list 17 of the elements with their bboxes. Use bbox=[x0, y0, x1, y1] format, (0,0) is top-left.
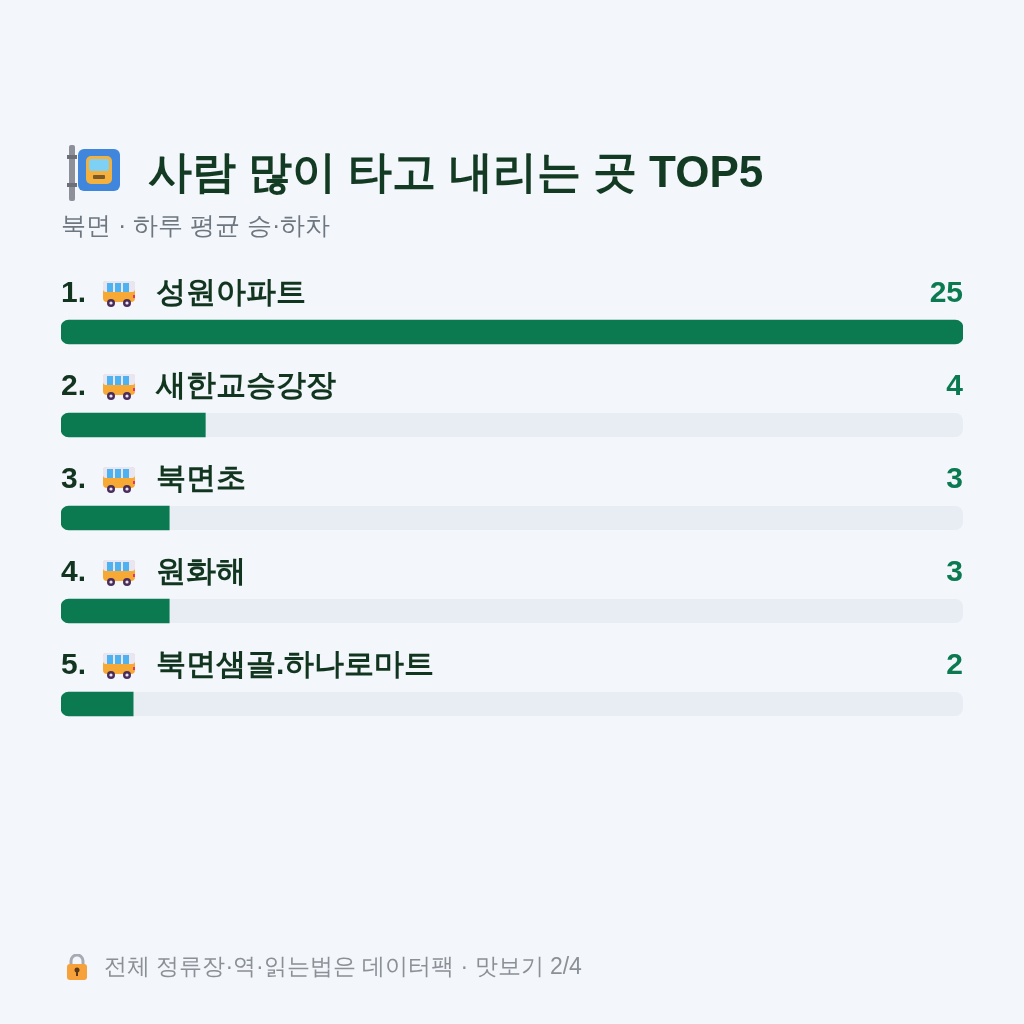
data-label: 3 bbox=[946, 554, 963, 588]
text: 전체 정류장·역·읽는법은 데이터팩 · 맛보기 2/4 bbox=[104, 952, 582, 981]
bar bbox=[61, 598, 170, 624]
category-label: 3. 북면초 bbox=[61, 461, 247, 495]
data-label: 4 bbox=[946, 368, 964, 402]
category-label: 5. 북면샘골.하나로마트 bbox=[61, 647, 435, 681]
bar bbox=[61, 691, 134, 717]
data-label: 2 bbox=[946, 647, 963, 681]
data-label: 25 bbox=[929, 275, 963, 309]
category-label: 1. 성원아파트 bbox=[61, 275, 307, 309]
category-label: 2. 새한교승강장 bbox=[61, 368, 337, 402]
bar bbox=[61, 505, 170, 531]
category-label: 4. 원화해 bbox=[61, 554, 247, 588]
chart-title: 사람 많이 타고 내리는 곳 TOP5 bbox=[148, 146, 764, 198]
chart-subtitle: 북면 · 하루 평균 승·하차 bbox=[61, 210, 331, 241]
data-label: 3 bbox=[946, 461, 963, 495]
bar bbox=[61, 412, 206, 438]
